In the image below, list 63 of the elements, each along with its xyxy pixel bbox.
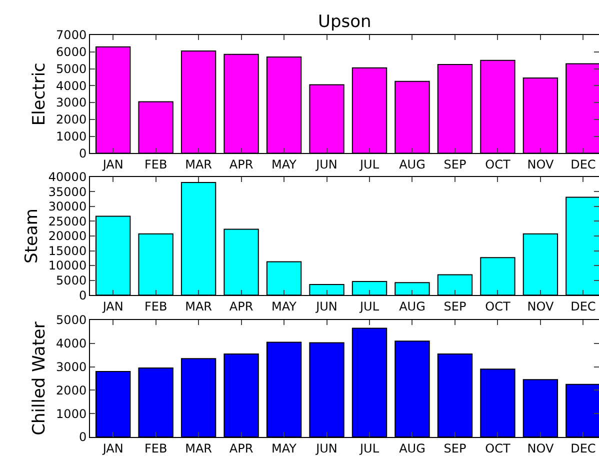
y-tick-label: 7000: [56, 28, 87, 42]
x-tick-label: AUG: [399, 299, 426, 314]
y-tick-label: 6000: [56, 45, 87, 60]
x-tick-label: NOV: [527, 441, 554, 456]
y-tick-label: 3000: [56, 360, 87, 374]
y-tick-label: 5000: [56, 313, 87, 328]
x-tick-label: APR: [229, 299, 254, 314]
x-tick-label: AUG: [399, 441, 426, 456]
x-tick-label: NOV: [527, 158, 554, 172]
y-tick-label: 0: [78, 146, 87, 160]
x-tick-label: FEB: [144, 441, 168, 456]
y-tick-label: 0: [78, 430, 87, 444]
x-tick-label: MAY: [272, 299, 298, 314]
x-tick-label: JAN: [102, 441, 124, 456]
y-tick-label: 30000: [48, 200, 87, 214]
x-tick-label: JAN: [102, 158, 124, 172]
y-tick-label: 20000: [48, 229, 87, 244]
y-tick-label: 5000: [56, 62, 87, 76]
y-tick-label: 4000: [56, 336, 87, 351]
x-tick-label: DEC: [570, 299, 596, 314]
x-tick-label: JUL: [358, 441, 380, 456]
x-tick-label: OCT: [485, 299, 511, 314]
y-tick-label: 5000: [56, 274, 87, 288]
x-tick-label: NOV: [527, 299, 554, 314]
x-tick-label: OCT: [485, 158, 511, 172]
x-tick-label: SEP: [444, 299, 466, 314]
x-tick-label: DEC: [570, 441, 596, 456]
y-tick-label: 2000: [56, 383, 87, 398]
x-tick-label: OCT: [485, 441, 511, 456]
x-tick-label: APR: [229, 158, 254, 172]
x-tick-label: FEB: [144, 158, 168, 172]
y-tick-label: 3000: [56, 96, 87, 110]
x-tick-label: JUL: [358, 158, 380, 172]
y-tick-label: 0: [78, 288, 87, 302]
y-tick-label: 1000: [56, 130, 87, 144]
y-axis-title: Steam: [22, 208, 42, 264]
x-tick-label: SEP: [444, 441, 466, 456]
y-tick-label: 4000: [56, 78, 87, 93]
x-tick-label: AUG: [399, 158, 426, 172]
x-tick-label: MAR: [185, 158, 212, 172]
x-tick-label: DEC: [570, 158, 596, 172]
x-tick-label: APR: [229, 441, 254, 456]
y-tick-label: 2000: [56, 112, 87, 127]
x-tick-label: MAR: [185, 441, 212, 456]
x-tick-label: JAN: [102, 299, 124, 314]
y-tick-label: 40000: [48, 170, 87, 184]
x-tick-label: MAY: [272, 158, 298, 172]
y-axis-title: Electric: [30, 62, 50, 126]
x-tick-label: MAR: [185, 299, 212, 314]
y-axis-title: Chilled Water: [30, 322, 50, 436]
y-tick-label: 15000: [48, 244, 87, 258]
x-tick-label: JUN: [315, 299, 338, 314]
y-tick-label: 35000: [48, 184, 87, 199]
x-tick-label: FEB: [144, 299, 168, 314]
x-tick-label: JUN: [315, 441, 338, 456]
x-tick-label: MAY: [272, 441, 298, 456]
y-tick-label: 1000: [56, 406, 87, 421]
x-tick-label: JUL: [358, 299, 380, 314]
chart-title: Upson: [318, 12, 372, 32]
x-tick-label: SEP: [444, 158, 466, 172]
y-tick-label: 25000: [48, 214, 87, 228]
y-tick-label: 10000: [48, 258, 87, 273]
x-tick-label: JUN: [315, 158, 338, 172]
